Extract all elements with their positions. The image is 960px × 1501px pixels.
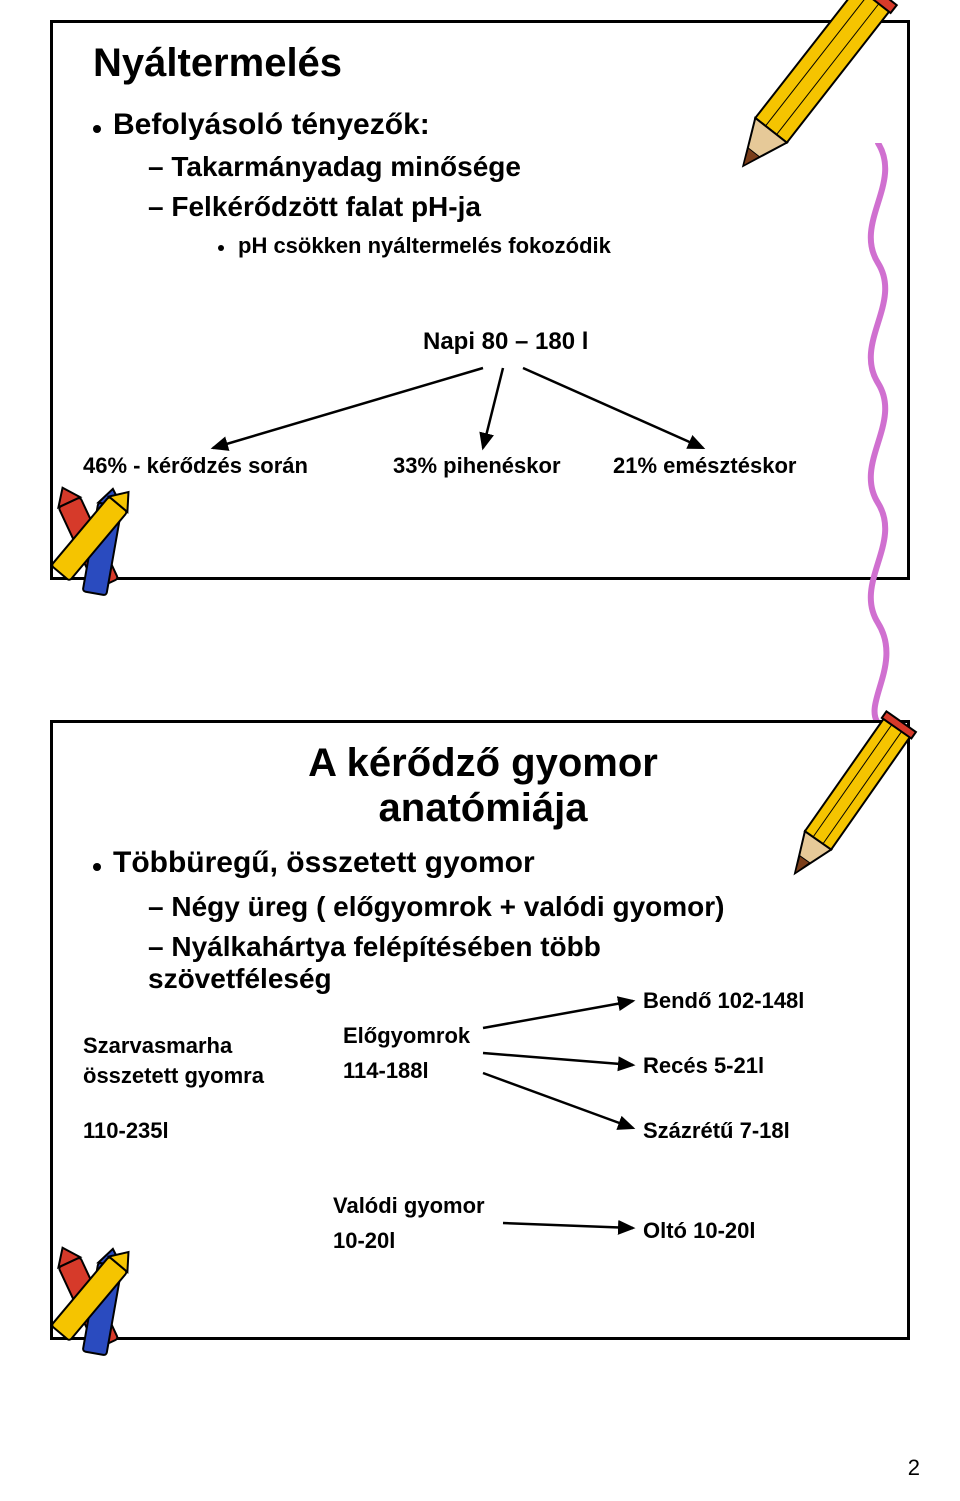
page-number: 2 xyxy=(908,1455,920,1481)
slide-1-frame: Nyáltermelés Befolyásoló tényezők: Takar… xyxy=(50,20,910,580)
pencil-icon-2 xyxy=(753,693,933,913)
page: Nyáltermelés Befolyásoló tényezők: Takar… xyxy=(0,0,960,1501)
slide1-leaf-right: 21% emésztéskor xyxy=(613,453,796,479)
slide-2-frame: A kérődző gyomor anatómiája Többüregű, ö… xyxy=(50,720,910,1340)
slide1-leaf-mid: 33% pihenéskor xyxy=(393,453,561,479)
crayons-icon xyxy=(13,443,183,623)
crayons-icon-2 xyxy=(13,1203,183,1383)
squiggle-line xyxy=(843,143,913,723)
